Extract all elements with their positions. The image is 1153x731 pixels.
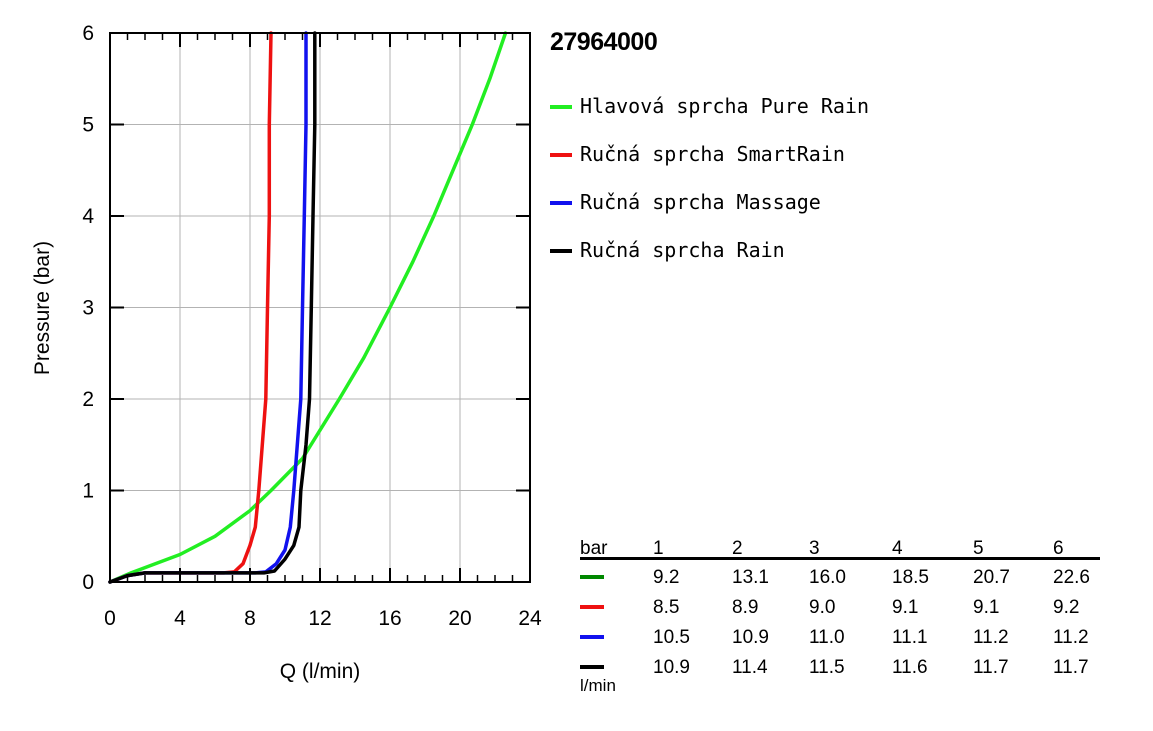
table-cell: 22.6 [1053,567,1090,588]
chart-title: 27964000 [550,28,658,56]
flow-rate-table: bar 1 2 3 4 5 6 9.2 13.1 16.0 18.5 20.7 … [580,535,1100,705]
table-cell: 9.1 [892,597,919,618]
table-header-col: 6 [1053,538,1064,559]
table-row-swatch [580,605,604,609]
table-cell: 18.5 [892,567,929,588]
y-tick-label: 6 [82,22,94,45]
table-cell: 10.9 [653,657,690,678]
table-header-unit: bar [580,538,608,559]
chart-ticks [109,32,531,583]
table-row-swatch [580,575,604,579]
legend-swatch-pure-rain [550,105,572,109]
table-cell: 11.2 [973,627,1009,648]
x-tick-label: 24 [518,607,542,630]
table-cell: 11.4 [732,657,768,678]
chart-series [108,31,508,584]
table-header-col: 3 [809,538,820,559]
table-cell: 9.1 [973,597,1000,618]
legend-label-pure-rain: Hlavová sprcha Pure Rain [580,94,869,118]
table-cell: 11.7 [973,657,1009,678]
table-cell: 8.9 [732,597,759,618]
y-tick-label: 2 [82,388,94,411]
table-row-swatch [580,665,604,669]
series-line-3 [108,31,317,584]
x-tick-label: 8 [244,607,256,630]
x-tick-label: 0 [104,607,116,630]
y-tick-label: 5 [82,114,94,137]
y-tick-label: 0 [82,571,94,594]
legend-label-massage: Ručná sprcha Massage [580,190,821,214]
x-tick-label: 20 [448,607,471,630]
table-cell: 8.5 [653,597,680,618]
table-header-col: 4 [892,538,903,559]
table-cell: 13.1 [732,567,769,588]
y-tick-label: 1 [82,480,94,503]
table-cell: 16.0 [809,567,846,588]
x-tick-label: 16 [378,607,401,630]
y-axis-title: Pressure (bar) [31,240,54,376]
legend-label-smartrain: Ručná sprcha SmartRain [580,142,845,166]
table-row-swatch [580,635,604,639]
table-header-col: 2 [732,538,743,559]
table-unit-label: l/min [580,676,616,695]
table-header-col: 5 [973,538,984,559]
table-cell: 10.5 [653,627,690,648]
table-header-col: 1 [653,538,664,559]
x-tick-label: 4 [174,607,186,630]
legend-label-rain: Ručná sprcha Rain [580,238,785,262]
table-cell: 9.2 [1053,597,1080,618]
x-tick-label: 12 [308,607,331,630]
table-cell: 20.7 [973,567,1010,588]
legend-swatch-smartrain [550,153,572,157]
series-line-0 [108,31,508,584]
table-header-rule [580,557,1100,560]
table-cell: 10.9 [732,627,769,648]
legend-swatch-massage [550,201,572,205]
y-tick-label: 3 [82,297,94,320]
table-cell: 11.5 [809,657,845,678]
table-cell: 11.1 [892,627,928,648]
table-cell: 9.2 [653,567,680,588]
table-cell: 11.6 [892,657,928,678]
chart-grid [110,33,530,582]
table-cell: 11.7 [1053,657,1089,678]
legend-swatch-rain [550,249,572,253]
y-tick-label: 4 [82,205,94,228]
table-cell: 11.0 [809,627,845,648]
table-cell: 11.2 [1053,627,1089,648]
x-axis-title: Q (l/min) [279,660,361,683]
table-cell: 9.0 [809,597,836,618]
